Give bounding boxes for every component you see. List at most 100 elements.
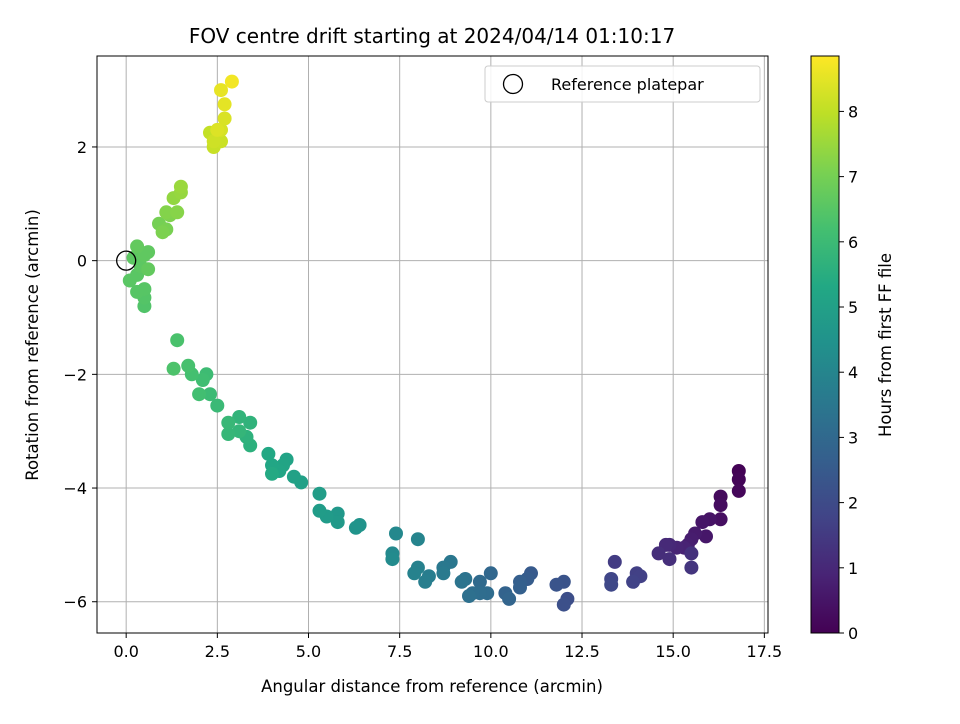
data-point xyxy=(651,546,666,561)
data-point xyxy=(312,486,327,501)
data-point xyxy=(286,469,301,484)
x-tick-label: 10.0 xyxy=(473,642,509,661)
colorbar-tick-label: 4 xyxy=(848,363,858,382)
colorbar-tick-label: 6 xyxy=(848,233,858,252)
colorbar-tick-label: 7 xyxy=(848,168,858,187)
data-point xyxy=(130,239,145,254)
x-axis-label: Angular distance from reference (arcmin) xyxy=(261,677,603,696)
data-point xyxy=(206,134,221,149)
y-tick-label: −4 xyxy=(63,479,87,498)
data-point xyxy=(713,512,728,527)
data-point xyxy=(731,472,746,487)
data-point xyxy=(155,225,170,240)
x-axis-ticks: 0.0 2.5 5.0 7.5 10.0 12.5 15.0 17.5 xyxy=(113,633,782,661)
data-point xyxy=(181,358,196,373)
colorbar-tick-label: 8 xyxy=(848,102,858,121)
data-point xyxy=(170,333,185,348)
colorbar-tick-label: 1 xyxy=(848,559,858,578)
plot-frame xyxy=(96,55,769,634)
data-point xyxy=(513,580,527,595)
data-point xyxy=(731,483,746,498)
x-tick-label: 2.5 xyxy=(205,642,230,661)
data-point xyxy=(232,424,247,439)
x-tick-label: 15.0 xyxy=(655,642,691,661)
chart-title: FOV centre drift starting at 2024/04/14 … xyxy=(189,24,675,48)
x-tick-label: 0.0 xyxy=(113,642,138,661)
data-point xyxy=(166,361,181,376)
data-point xyxy=(695,515,710,530)
data-point xyxy=(462,589,476,603)
data-point xyxy=(141,262,156,277)
y-tick-label: −6 xyxy=(63,593,87,612)
legend-reference-label: Reference platepar xyxy=(551,75,704,94)
data-point xyxy=(436,566,451,581)
data-point xyxy=(407,566,422,581)
data-point xyxy=(699,529,713,544)
data-point xyxy=(159,205,174,220)
y-axis-label: Rotation from reference (arcmin) xyxy=(23,209,42,481)
x-tick-label: 17.5 xyxy=(747,642,783,661)
y-tick-label: 2 xyxy=(77,138,87,157)
data-point xyxy=(607,554,622,569)
legend: Reference platepar xyxy=(484,65,761,103)
data-point xyxy=(418,574,433,589)
data-point xyxy=(173,179,188,194)
data-point xyxy=(604,577,619,592)
data-point xyxy=(410,532,425,547)
x-tick-label: 12.5 xyxy=(564,642,600,661)
data-point xyxy=(195,373,210,387)
data-point xyxy=(243,415,258,430)
colorbar xyxy=(810,55,840,634)
colorbar-tick-label: 2 xyxy=(848,494,858,513)
data-point xyxy=(217,97,232,112)
data-point xyxy=(221,415,236,430)
data-point xyxy=(224,74,239,89)
data-point xyxy=(192,387,207,402)
data-point xyxy=(454,574,469,589)
y-axis-ticks: −6 −4 −2 0 2 xyxy=(63,138,97,612)
data-point xyxy=(556,597,571,612)
x-tick-label: 7.5 xyxy=(387,642,412,661)
colorbar-tick-label: 0 xyxy=(848,624,858,643)
data-point xyxy=(472,574,487,589)
data-point xyxy=(389,526,403,541)
data-point xyxy=(684,560,699,575)
reference-marker-layer xyxy=(116,250,137,271)
data-point xyxy=(261,446,276,461)
legend-reference-marker xyxy=(502,73,524,95)
data-point xyxy=(662,552,677,567)
legend-box xyxy=(484,65,761,103)
data-point xyxy=(232,410,247,424)
data-point xyxy=(626,574,641,589)
y-tick-label: −2 xyxy=(63,365,87,384)
colorbar-tick-label: 3 xyxy=(848,428,858,447)
x-tick-label: 5.0 xyxy=(296,642,321,661)
y-tick-label: 0 xyxy=(77,252,87,271)
data-point xyxy=(210,122,225,137)
data-point xyxy=(141,245,156,260)
data-point xyxy=(502,591,517,606)
data-point xyxy=(330,515,345,530)
data-point xyxy=(385,552,400,567)
data-point xyxy=(130,284,145,299)
data-point xyxy=(265,466,279,481)
data-point xyxy=(217,111,232,126)
colorbar-label: Hours from first FF file xyxy=(876,253,895,437)
data-point xyxy=(483,566,498,581)
data-point xyxy=(203,387,217,402)
data-point xyxy=(221,427,236,441)
data-point xyxy=(348,520,363,535)
scatter-points xyxy=(122,74,746,612)
data-point xyxy=(549,577,564,592)
reference-marker xyxy=(116,250,137,271)
data-point xyxy=(126,250,141,265)
colorbar-tick-label: 5 xyxy=(848,298,858,317)
data-point xyxy=(170,205,185,220)
data-point xyxy=(210,398,225,413)
colorbar-ticks: 0 1 2 3 4 5 6 7 8 xyxy=(839,102,858,643)
data-point xyxy=(214,83,228,98)
data-point xyxy=(312,503,327,518)
data-point xyxy=(713,498,728,513)
